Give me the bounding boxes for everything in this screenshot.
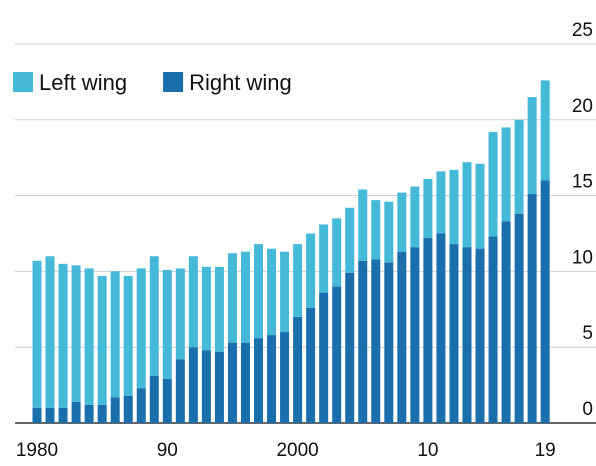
y-tick-label: 15 xyxy=(572,172,593,193)
bar-segment xyxy=(175,359,185,423)
bar-segment xyxy=(345,272,355,423)
bar-segment xyxy=(280,332,290,423)
bar-segment xyxy=(306,233,316,308)
bar-segment xyxy=(32,260,42,408)
bar-segment xyxy=(201,350,211,423)
bar-segment xyxy=(475,248,485,423)
bar-segment xyxy=(293,316,303,423)
bar-segment xyxy=(214,266,224,352)
bar-segment xyxy=(267,248,277,336)
bar-segment xyxy=(449,244,459,423)
bar-segment xyxy=(423,178,433,239)
bar-segment xyxy=(240,342,250,423)
bar-segment xyxy=(214,351,224,423)
x-tick-label: 90 xyxy=(157,440,178,461)
bar-segment xyxy=(293,244,303,317)
legend-label: Left wing xyxy=(39,70,127,95)
bar-segment xyxy=(45,256,55,408)
bar-segment xyxy=(358,189,368,261)
bar-segment xyxy=(423,238,433,423)
bar-segment xyxy=(45,407,55,423)
bar-segment xyxy=(97,404,107,423)
bar-segment xyxy=(397,192,407,252)
bar-segment xyxy=(136,388,146,423)
legend-swatch xyxy=(13,72,33,92)
bar-segment xyxy=(514,213,524,423)
bar-segment xyxy=(71,401,81,423)
bar-segment xyxy=(254,244,264,339)
bar-segment xyxy=(527,194,537,423)
bar-segment xyxy=(410,186,420,248)
bar-segment xyxy=(227,253,237,343)
y-tick-label: 5 xyxy=(582,323,593,344)
bar-segment xyxy=(501,127,511,222)
bar-segment xyxy=(332,218,342,287)
bar-segment xyxy=(84,404,94,423)
bar-segment xyxy=(332,286,342,423)
bar-segment xyxy=(136,268,146,389)
bar-segment xyxy=(436,233,446,423)
bar-segment xyxy=(488,131,498,237)
bar-segment xyxy=(254,338,264,423)
bar-segment xyxy=(267,335,277,423)
bar-segment xyxy=(149,256,159,377)
legend-swatch xyxy=(163,72,184,92)
bar-segment xyxy=(32,407,42,423)
y-tick-label: 20 xyxy=(572,96,593,117)
y-tick-label: 25 xyxy=(572,20,593,41)
bar-segment xyxy=(501,221,511,423)
bar-segment xyxy=(384,262,394,423)
bar-segment xyxy=(97,275,107,405)
bar-segment xyxy=(371,200,381,260)
bar-segment xyxy=(149,376,159,423)
bar-segment xyxy=(306,307,316,423)
bar-segment xyxy=(319,224,329,293)
bar-segment xyxy=(462,162,472,248)
bar-segment xyxy=(475,163,485,249)
bar-segment xyxy=(84,268,94,405)
bar-segment xyxy=(514,119,524,214)
bar-segment xyxy=(488,236,498,423)
x-tick-label: 10 xyxy=(417,440,438,461)
bar-segment xyxy=(162,379,172,423)
bar-segment xyxy=(358,260,368,423)
bar-segment xyxy=(71,265,81,402)
bar-segment xyxy=(527,97,537,195)
y-tick-label: 0 xyxy=(582,399,593,420)
bar-segment xyxy=(540,180,550,423)
bar-segment xyxy=(540,80,550,181)
x-tick-label: 1980 xyxy=(16,440,58,461)
bar-segment xyxy=(188,347,198,423)
bar-segment xyxy=(201,266,211,351)
bar-segment xyxy=(449,169,459,245)
bar-segment xyxy=(410,247,420,423)
bar-segment xyxy=(462,247,472,423)
legend-label: Right wing xyxy=(189,70,292,95)
bar-segment xyxy=(188,256,198,348)
y-tick-label: 10 xyxy=(572,247,593,268)
x-tick-label: 19 xyxy=(535,440,556,461)
bar-segment xyxy=(175,268,185,360)
bar-segment xyxy=(384,201,394,263)
bar-segment xyxy=(371,259,381,423)
x-tick-label: 2000 xyxy=(276,440,318,461)
bar-segment xyxy=(110,271,120,398)
bar-segment xyxy=(397,251,407,423)
bar-segment xyxy=(123,275,133,396)
bar-segment xyxy=(227,342,237,423)
bar-segment xyxy=(319,292,329,423)
bar-segment xyxy=(58,263,68,408)
bar-segment xyxy=(110,397,120,423)
bar-segment xyxy=(123,395,133,423)
bar-segment xyxy=(240,251,250,343)
bar-segment xyxy=(436,171,446,234)
bar-segment xyxy=(280,251,290,333)
bar-segment xyxy=(58,407,68,423)
bar-segment xyxy=(162,269,172,380)
bar-segment xyxy=(345,207,355,273)
